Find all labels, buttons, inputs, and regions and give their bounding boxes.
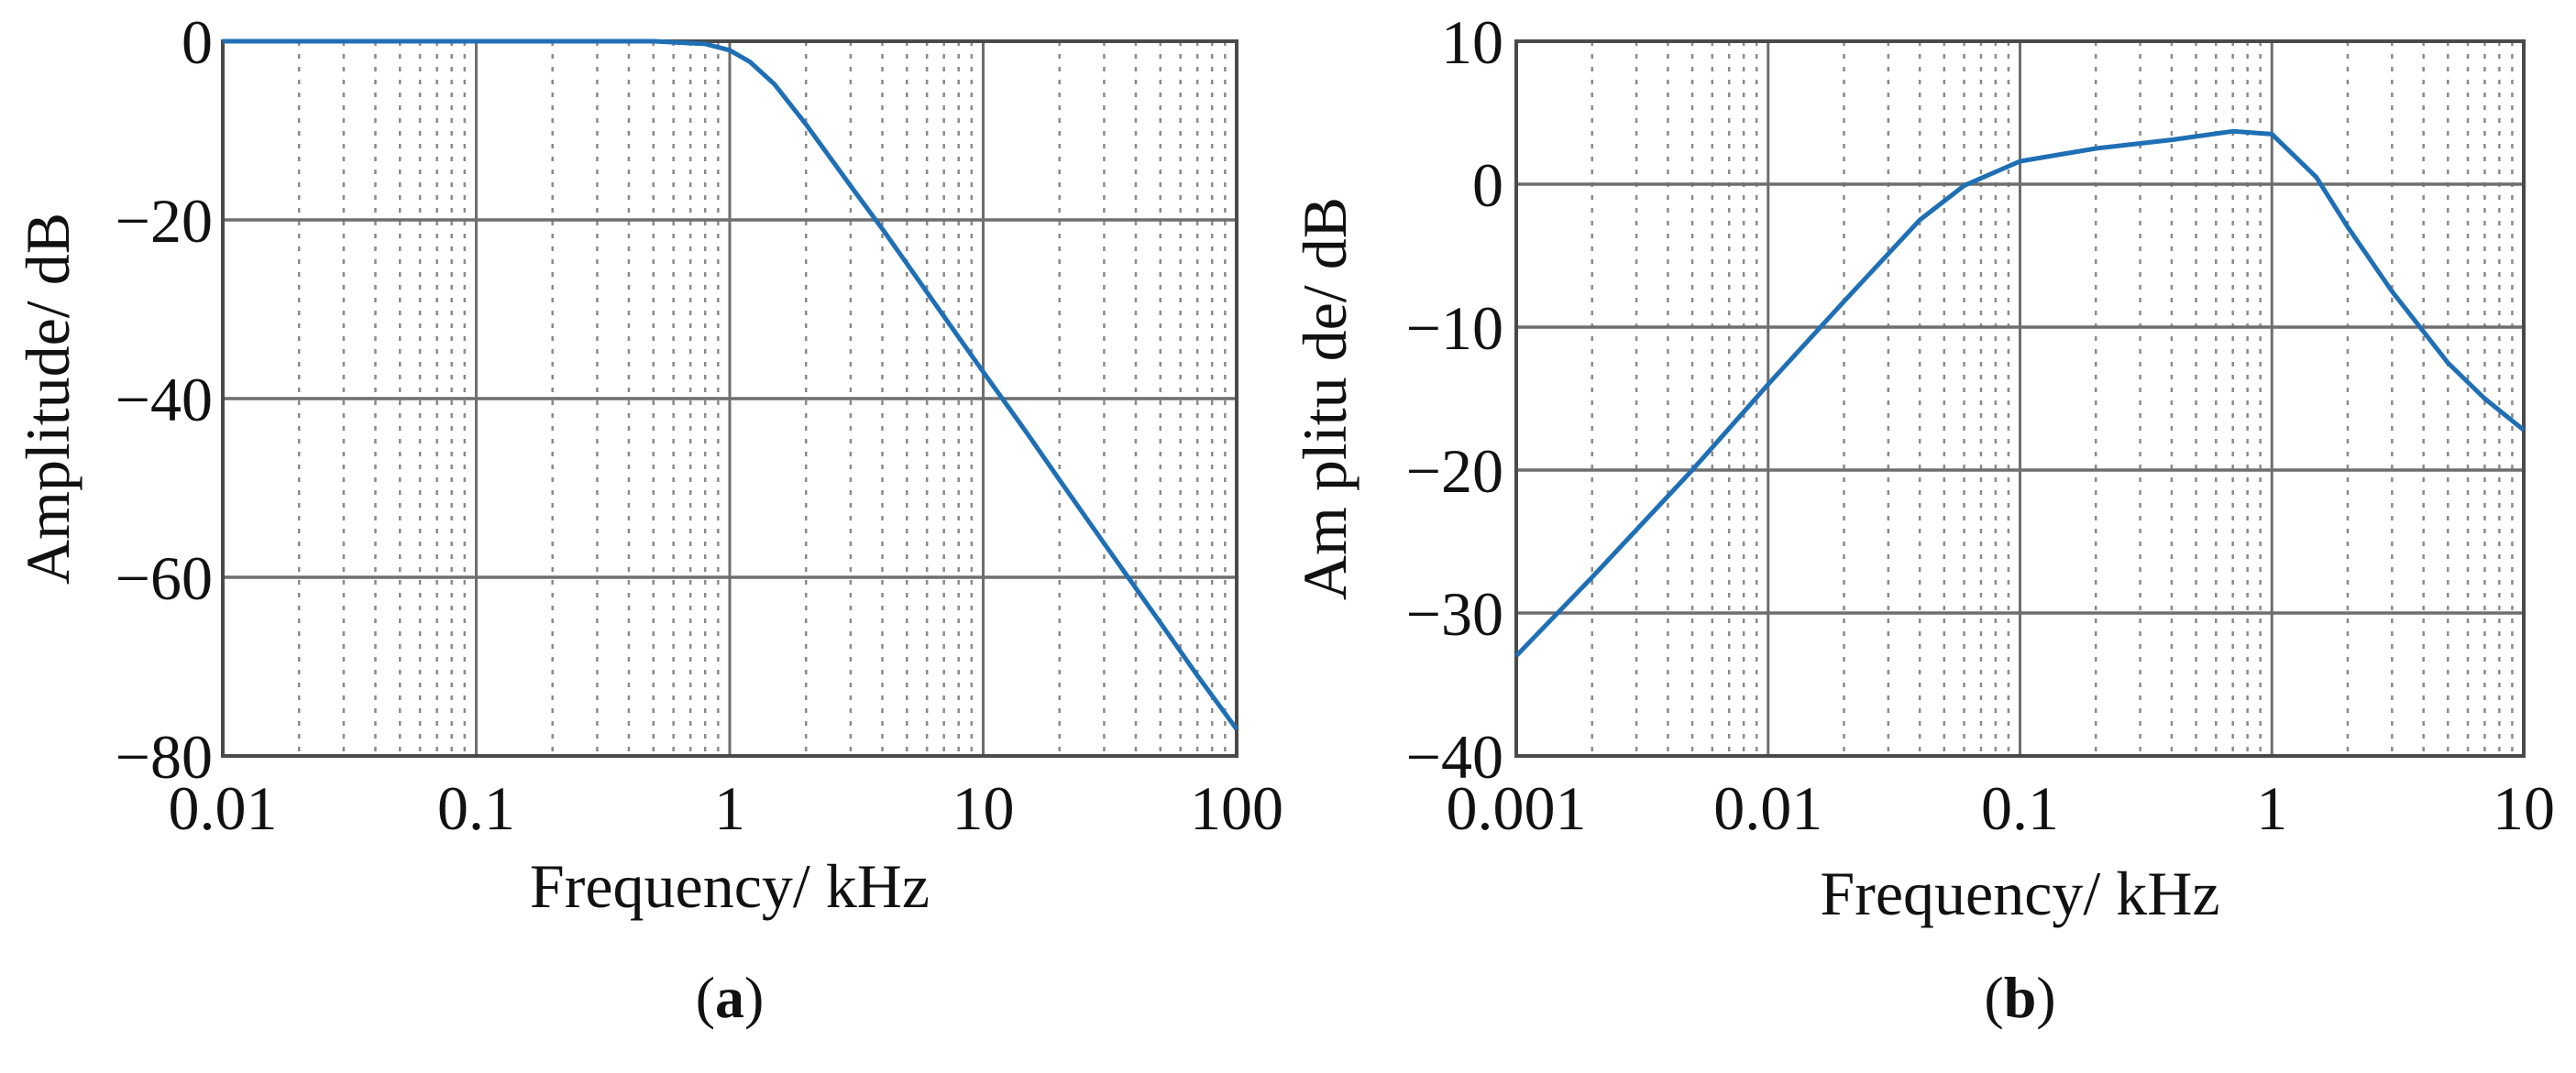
y-tick-label: −60	[116, 543, 213, 613]
y-tick-label: −80	[116, 722, 213, 792]
grid-lines	[1516, 41, 2524, 756]
y-tick-label: 0	[182, 7, 213, 77]
x-tick-label: 100	[1190, 773, 1283, 843]
series-line	[1514, 128, 2526, 658]
panel-b-chart: 10 0 −10 −20 −30 −400.001 0.01 0.1 1 10 Frequency/…	[1290, 7, 2555, 1030]
series-line	[223, 38, 1239, 731]
y-tick-label: 0	[1472, 150, 1503, 220]
y-tick-label: −30	[1406, 579, 1503, 649]
y-axis-title: Amplitude/ dB	[13, 213, 83, 585]
y-tick-label: −20	[116, 186, 213, 256]
plot-frame	[221, 39, 1238, 758]
x-tick-label: 0.01	[169, 773, 278, 843]
x-tick-label: 10	[2493, 773, 2555, 843]
x-tick-label: 0.01	[1713, 773, 1822, 843]
panel-label: (a)	[696, 965, 765, 1030]
plot-frame	[1514, 39, 2526, 758]
y-tick-label: −40	[1406, 722, 1503, 792]
x-tick-label: 0.1	[437, 773, 515, 843]
x-tick-label: 0.001	[1447, 773, 1587, 843]
panel-a-chart: 0 −20 −40 −60 −800.01 0.1 1 10 100 Frequency/ kHz…	[13, 7, 1283, 1030]
x-tick-label: 1	[714, 773, 745, 843]
x-axis-title: Frequency/ kHz	[530, 851, 930, 921]
x-tick-label: 0.1	[1981, 773, 2059, 843]
y-tick-label: −20	[1406, 436, 1503, 506]
x-tick-label: 1	[2256, 773, 2287, 843]
y-tick-label: −40	[116, 365, 213, 434]
panel-label: (b)	[1984, 965, 2055, 1030]
y-axis-title: Am plitu de/ dB	[1290, 197, 1360, 600]
x-tick-label: 10	[952, 773, 1015, 843]
y-tick-label: 10	[1441, 7, 1503, 77]
grid-lines	[223, 41, 1237, 756]
x-axis-title: Frequency/ kHz	[1820, 859, 2219, 928]
y-tick-label: −10	[1406, 293, 1503, 363]
